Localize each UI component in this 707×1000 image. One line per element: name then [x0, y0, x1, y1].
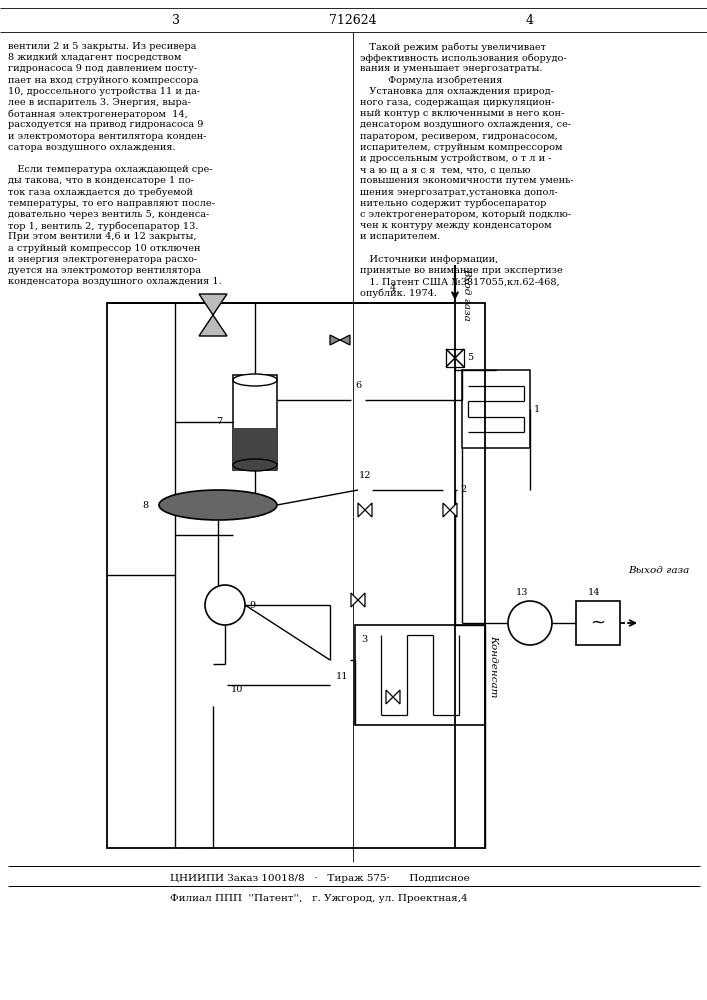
Polygon shape — [386, 690, 393, 704]
Text: опублик. 1974.: опублик. 1974. — [360, 288, 437, 298]
Text: 4: 4 — [526, 13, 534, 26]
Ellipse shape — [233, 459, 277, 471]
Text: 12: 12 — [358, 471, 371, 480]
Text: принятые во внимание при экспертизе: принятые во внимание при экспертизе — [360, 266, 563, 275]
Text: пает на вход струйного компрессора: пает на вход струйного компрессора — [8, 76, 199, 85]
Circle shape — [508, 601, 552, 645]
Text: Установка для охлаждения природ-: Установка для охлаждения природ- — [360, 87, 554, 96]
Text: 13: 13 — [515, 588, 528, 597]
Polygon shape — [358, 503, 365, 517]
Text: и электромотора вентилятора конден-: и электромотора вентилятора конден- — [8, 132, 206, 141]
Text: Такой режим работы увеличивает: Такой режим работы увеличивает — [360, 42, 546, 51]
Text: и дроссельным устройством, о т л и -: и дроссельным устройством, о т л и - — [360, 154, 551, 163]
Text: ЦНИИПИ Заказ 10018/8   ·   Тираж 575·      Подписное: ЦНИИПИ Заказ 10018/8 · Тираж 575· Подпис… — [170, 874, 469, 883]
Text: шения энергозатрат,установка допол-: шения энергозатрат,установка допол- — [360, 188, 558, 197]
Polygon shape — [351, 593, 358, 607]
Text: 9: 9 — [249, 600, 255, 609]
Text: ного газа, содержащая циркуляцион-: ного газа, содержащая циркуляцион- — [360, 98, 554, 107]
Text: эффективность использования оборудо-: эффективность использования оборудо- — [360, 53, 566, 63]
Text: конденсатора воздушного охлаждения 1.: конденсатора воздушного охлаждения 1. — [8, 277, 222, 286]
Text: и энергия электрогенератора расхо-: и энергия электрогенератора расхо- — [8, 255, 197, 264]
Text: Выход газа: Выход газа — [628, 566, 689, 575]
Bar — [107, 303, 485, 848]
Text: 712624: 712624 — [329, 13, 377, 26]
Text: испарителем, струйным компрессором: испарителем, струйным компрессором — [360, 143, 563, 152]
Text: 3: 3 — [172, 13, 180, 26]
Polygon shape — [393, 690, 400, 704]
Ellipse shape — [159, 490, 277, 520]
Circle shape — [205, 585, 245, 625]
Text: Если температура охлаждающей сре-: Если температура охлаждающей сре- — [8, 165, 213, 174]
Text: Формула изобретения: Формула изобретения — [360, 76, 503, 85]
Text: Вход газа: Вход газа — [462, 268, 471, 321]
Polygon shape — [330, 335, 340, 345]
Text: вания и уменьшает энергозатраты.: вания и уменьшает энергозатраты. — [360, 64, 542, 73]
Text: паратором, ресивером, гидронасосом,: паратором, ресивером, гидронасосом, — [360, 132, 558, 141]
Text: 8: 8 — [142, 500, 148, 510]
Text: ный контур с включенными в него кон-: ный контур с включенными в него кон- — [360, 109, 564, 118]
Polygon shape — [450, 503, 457, 517]
Text: ток газа охлаждается до требуемой: ток газа охлаждается до требуемой — [8, 188, 193, 197]
Bar — [446, 349, 464, 367]
Text: расходуется на привод гидронасоса 9: расходуется на привод гидронасоса 9 — [8, 120, 204, 129]
Text: ч а ю щ а я с я  тем, что, с целью: ч а ю щ а я с я тем, что, с целью — [360, 165, 531, 174]
Text: денсатором воздушного охлаждения, се-: денсатором воздушного охлаждения, се- — [360, 120, 571, 129]
Text: Конденсат: Конденсат — [489, 635, 498, 698]
Text: с электрогенератором, который подклю-: с электрогенератором, который подклю- — [360, 210, 571, 219]
Polygon shape — [443, 503, 450, 517]
Text: 11: 11 — [336, 672, 349, 681]
Text: ~: ~ — [590, 614, 605, 632]
Bar — [233, 428, 277, 470]
Text: сатора воздушного охлаждения.: сатора воздушного охлаждения. — [8, 143, 175, 152]
Text: довательно через вентиль 5, конденса-: довательно через вентиль 5, конденса- — [8, 210, 209, 219]
Text: тор 1, вентиль 2, турбосепаратор 13.: тор 1, вентиль 2, турбосепаратор 13. — [8, 221, 199, 231]
Text: 1: 1 — [534, 404, 540, 414]
Text: чен к контуру между конденсатором: чен к контуру между конденсатором — [360, 221, 551, 230]
Text: повышения экономичности путем умень-: повышения экономичности путем умень- — [360, 176, 573, 185]
Text: Филиал ППП  ''Патент'',   г. Ужгород, ул. Проектная,4: Филиал ППП ''Патент'', г. Ужгород, ул. П… — [170, 894, 467, 903]
Text: 5: 5 — [467, 354, 473, 362]
Text: нительно содержит турбосепаратор: нительно содержит турбосепаратор — [360, 199, 547, 208]
Text: Источники информации,: Источники информации, — [360, 255, 498, 264]
Text: вентили 2 и 5 закрыты. Из ресивера: вентили 2 и 5 закрыты. Из ресивера — [8, 42, 197, 51]
Bar — [233, 375, 277, 470]
Text: 10, дроссельного устройства 11 и да-: 10, дроссельного устройства 11 и да- — [8, 87, 200, 96]
Text: 2: 2 — [460, 486, 466, 494]
Text: лее в испаритель 3. Энергия, выра-: лее в испаритель 3. Энергия, выра- — [8, 98, 191, 107]
Text: 1. Патент США №3817055,кл.62-468,: 1. Патент США №3817055,кл.62-468, — [360, 277, 560, 286]
Text: 10: 10 — [231, 686, 243, 694]
Ellipse shape — [233, 374, 277, 386]
Text: 6: 6 — [355, 381, 361, 390]
Text: 8 жидкий хладагент посредством: 8 жидкий хладагент посредством — [8, 53, 182, 62]
Text: При этом вентили 4,6 и 12 закрыты,: При этом вентили 4,6 и 12 закрыты, — [8, 232, 197, 241]
Text: 3: 3 — [361, 635, 367, 644]
Polygon shape — [358, 593, 365, 607]
Polygon shape — [365, 503, 372, 517]
Bar — [576, 601, 620, 645]
Text: дуется на электромотор вентилятора: дуется на электромотор вентилятора — [8, 266, 201, 275]
Text: ботанная электрогенератором  14,: ботанная электрогенератором 14, — [8, 109, 188, 119]
Text: а струйный компрессор 10 отключен: а струйный компрессор 10 отключен — [8, 244, 201, 253]
Polygon shape — [340, 335, 350, 345]
Text: температуры, то его направляют после-: температуры, то его направляют после- — [8, 199, 215, 208]
Text: 14: 14 — [588, 588, 600, 597]
Text: гидронасоса 9 под давлением посту-: гидронасоса 9 под давлением посту- — [8, 64, 197, 73]
Bar — [355, 625, 485, 725]
Text: ды такова, что в конденсаторе 1 по-: ды такова, что в конденсаторе 1 по- — [8, 176, 194, 185]
Bar — [462, 370, 530, 448]
Text: и испарителем.: и испарителем. — [360, 232, 440, 241]
Polygon shape — [199, 315, 227, 336]
Text: 7: 7 — [216, 418, 222, 426]
Polygon shape — [199, 294, 227, 315]
Text: 4: 4 — [390, 284, 396, 293]
